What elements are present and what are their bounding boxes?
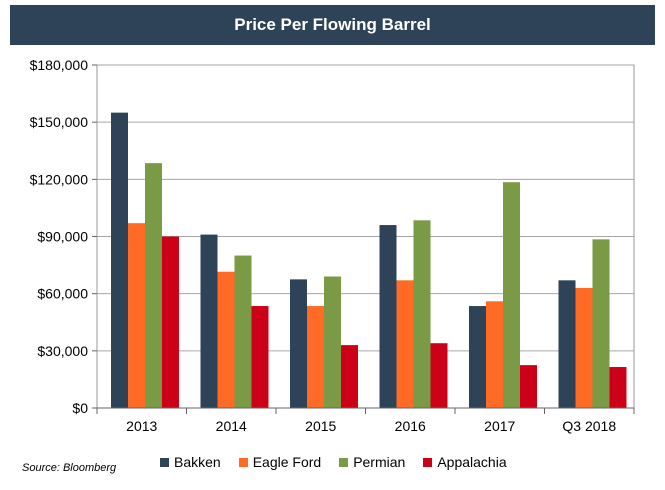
chart-legend: Bakken Eagle Ford Permian Appalachia — [160, 454, 507, 470]
bar-permian — [145, 163, 162, 408]
bar-bakken — [111, 112, 128, 408]
legend-label: Eagle Ford — [252, 454, 322, 470]
y-tick-label: $60,000 — [37, 286, 88, 302]
source-note: Source: Bloomberg — [22, 462, 117, 474]
bar-appalachia — [520, 365, 537, 408]
legend-item: Appalachia — [423, 454, 507, 470]
x-tick-label: 2014 — [216, 418, 247, 434]
legend-label: Bakken — [174, 454, 221, 470]
bar-bakken — [200, 234, 218, 408]
bar-permian — [592, 239, 610, 408]
legend-item: Bakken — [160, 454, 221, 470]
bar-eagle-ford — [307, 306, 324, 408]
y-tick-label: $0 — [72, 400, 88, 416]
bar-permian — [324, 276, 341, 408]
bar-appalachia — [341, 345, 358, 408]
legend-swatch — [160, 457, 169, 467]
bar-appalachia — [162, 236, 179, 408]
bar-permian — [413, 220, 431, 408]
x-tick-label: 2015 — [305, 418, 336, 434]
bar-appalachia — [609, 367, 627, 408]
y-tick-label: $180,000 — [30, 57, 89, 73]
chart-title: Price Per Flowing Barrel — [10, 5, 655, 45]
bar-eagle-ford — [575, 287, 593, 408]
legend-swatch — [238, 457, 248, 467]
bar-eagle-ford — [396, 280, 414, 408]
x-tick-label: 2016 — [395, 418, 426, 434]
bar-permian — [503, 182, 520, 408]
legend-label: Appalachia — [437, 454, 507, 470]
bar-permian — [234, 255, 252, 408]
bar-bakken — [469, 306, 486, 408]
bar-chart: $0 $30,000 $60,000 $90,000 $120,000 $150,000 $… — [30, 57, 635, 434]
legend-item: Permian — [339, 454, 405, 470]
y-tick-label: $30,000 — [37, 343, 88, 359]
legend-label: Permian — [353, 454, 406, 470]
bar-eagle-ford — [486, 301, 503, 408]
y-tick-label: $120,000 — [30, 171, 89, 187]
bar-bakken — [379, 225, 397, 408]
legend-item: Eagle Ford — [238, 454, 322, 470]
y-tick-label: $90,000 — [37, 229, 88, 245]
x-tick-label: Q3 2018 — [562, 418, 616, 434]
y-tick-label: $150,000 — [30, 114, 89, 130]
bar-appalachia — [430, 343, 448, 408]
bar-bakken — [558, 280, 576, 408]
x-tick-label: 2013 — [126, 418, 157, 434]
bar-appalachia — [251, 306, 269, 408]
bar-bakken — [290, 279, 307, 408]
bar-eagle-ford — [217, 271, 235, 408]
x-tick-label: 2017 — [484, 418, 515, 434]
legend-swatch — [339, 457, 349, 467]
bar-eagle-ford — [128, 223, 145, 408]
legend-swatch — [423, 457, 433, 467]
